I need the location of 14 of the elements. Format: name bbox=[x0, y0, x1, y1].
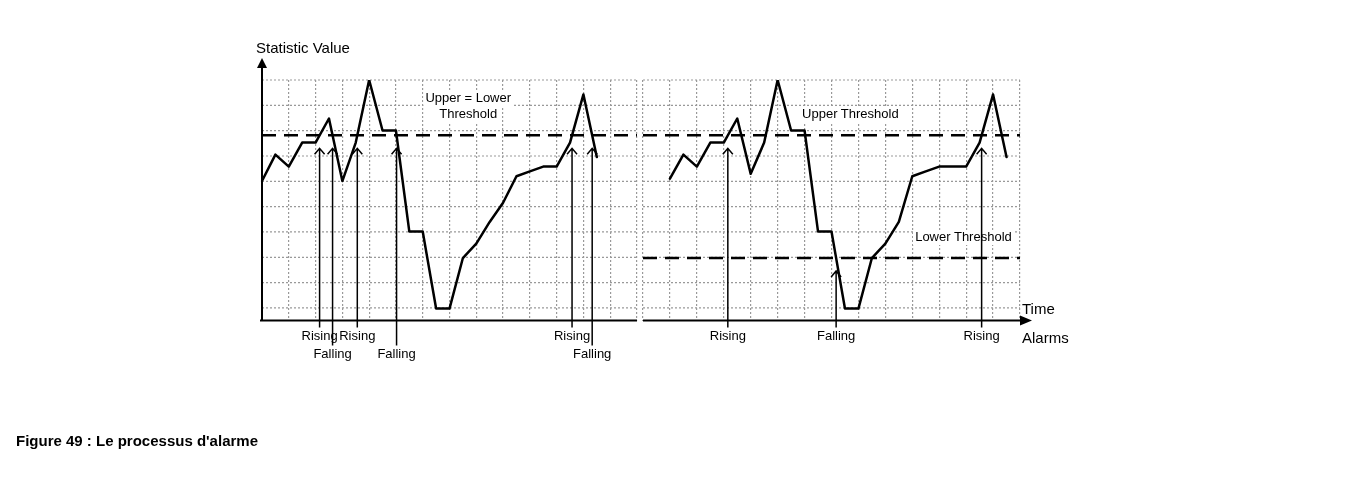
y-axis-title: Statistic Value bbox=[256, 38, 350, 56]
text: Alarms bbox=[1022, 329, 1069, 347]
ref-line-label: Upper Threshold bbox=[802, 106, 899, 122]
text: Rising bbox=[339, 327, 376, 343]
caption: Figure 49 : Le processus d'alarme bbox=[16, 432, 258, 449]
text: Rising bbox=[709, 327, 746, 343]
text: Falling bbox=[313, 345, 352, 361]
text: Rising bbox=[553, 327, 591, 343]
x-axis-title: Time bbox=[1022, 300, 1055, 318]
text: Rising bbox=[963, 327, 1000, 343]
ref-line-label: Upper = Lower Threshold bbox=[425, 90, 512, 122]
text: Falling bbox=[816, 327, 856, 343]
text: Falling bbox=[573, 345, 612, 361]
text: Falling bbox=[377, 345, 416, 361]
